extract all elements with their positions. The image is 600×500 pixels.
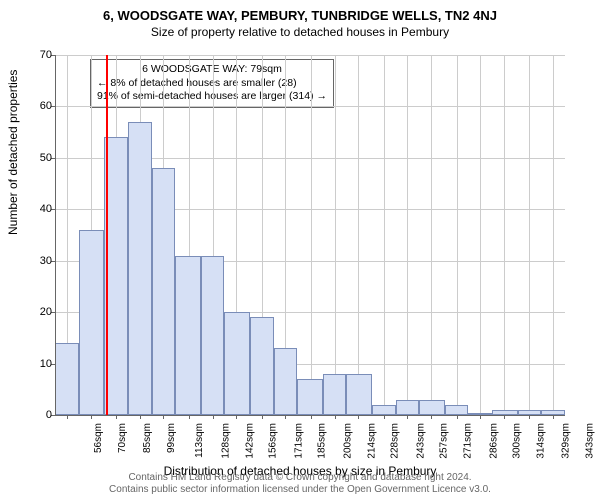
x-tick-label: 343sqm xyxy=(585,423,596,459)
x-tick-label: 56sqm xyxy=(93,423,104,453)
histogram-bar xyxy=(297,379,322,415)
histogram-bar xyxy=(175,256,200,415)
y-tick-label: 50 xyxy=(34,152,52,164)
x-tick-label: 156sqm xyxy=(268,423,279,459)
x-tick-label: 128sqm xyxy=(220,423,231,459)
x-tick-label: 300sqm xyxy=(512,423,523,459)
grid-line-v xyxy=(311,55,312,415)
grid-line-v xyxy=(529,55,530,415)
histogram-bar xyxy=(323,374,347,415)
histogram-bar xyxy=(152,168,176,415)
x-tick-label: 314sqm xyxy=(536,423,547,459)
histogram-bar xyxy=(346,374,371,415)
grid-line-v xyxy=(480,55,481,415)
x-tick-label: 185sqm xyxy=(317,423,328,459)
x-tick-label: 214sqm xyxy=(366,423,377,459)
grid-line-v xyxy=(384,55,385,415)
x-axis-line xyxy=(55,415,565,416)
plot-area: 6 WOODSGATE WAY: 79sqm ← 8% of detached … xyxy=(55,55,565,415)
x-tick-label: 70sqm xyxy=(117,423,128,453)
x-tick-label: 142sqm xyxy=(244,423,255,459)
y-tick-label: 10 xyxy=(34,358,52,370)
x-tick-label: 113sqm xyxy=(194,423,205,458)
histogram-bar xyxy=(274,348,298,415)
y-tick-label: 20 xyxy=(34,306,52,318)
y-axis-line xyxy=(55,55,56,415)
grid-line-v xyxy=(358,55,359,415)
x-tick-label: 99sqm xyxy=(166,423,177,453)
footer: Contains HM Land Registry data © Crown c… xyxy=(0,472,600,496)
y-tick-label: 60 xyxy=(34,100,52,112)
grid-line-v xyxy=(407,55,408,415)
histogram-bar xyxy=(419,400,444,415)
y-tick-label: 30 xyxy=(34,255,52,267)
x-tick-label: 329sqm xyxy=(561,423,572,459)
x-tick-label: 85sqm xyxy=(142,423,153,453)
histogram-bar xyxy=(445,405,469,415)
x-tick-label: 286sqm xyxy=(488,423,499,459)
histogram-bar xyxy=(224,312,249,415)
x-tick-label: 243sqm xyxy=(415,423,426,459)
histogram-bar xyxy=(396,400,420,415)
x-tick-label: 257sqm xyxy=(439,423,450,459)
x-tick-label: 171sqm xyxy=(293,423,304,459)
x-tick-label: 228sqm xyxy=(390,423,401,459)
histogram-bar xyxy=(250,317,274,415)
grid-line-v xyxy=(504,55,505,415)
x-tick-label: 271sqm xyxy=(463,423,474,459)
grid-line-v xyxy=(457,55,458,415)
footer-line1: Contains HM Land Registry data © Crown c… xyxy=(0,472,600,484)
histogram-bar xyxy=(128,122,152,415)
y-tick-label: 0 xyxy=(34,409,52,421)
histogram-bar xyxy=(55,343,79,415)
y-axis-label: Number of detached properties xyxy=(6,70,20,235)
chart-container: 6, WOODSGATE WAY, PEMBURY, TUNBRIDGE WEL… xyxy=(0,0,600,500)
grid-line-v xyxy=(335,55,336,415)
chart-title: 6, WOODSGATE WAY, PEMBURY, TUNBRIDGE WEL… xyxy=(0,0,600,23)
histogram-bar xyxy=(79,230,104,415)
chart-subtitle: Size of property relative to detached ho… xyxy=(0,23,600,39)
y-tick-label: 70 xyxy=(34,49,52,61)
reference-line xyxy=(106,55,108,415)
x-tick-label: 200sqm xyxy=(342,423,353,459)
histogram-bar xyxy=(372,405,396,415)
histogram-bar xyxy=(201,256,225,415)
grid-line-v xyxy=(553,55,554,415)
footer-line2: Contains public sector information licen… xyxy=(0,484,600,496)
y-tick-label: 40 xyxy=(34,203,52,215)
grid-line-v xyxy=(431,55,432,415)
